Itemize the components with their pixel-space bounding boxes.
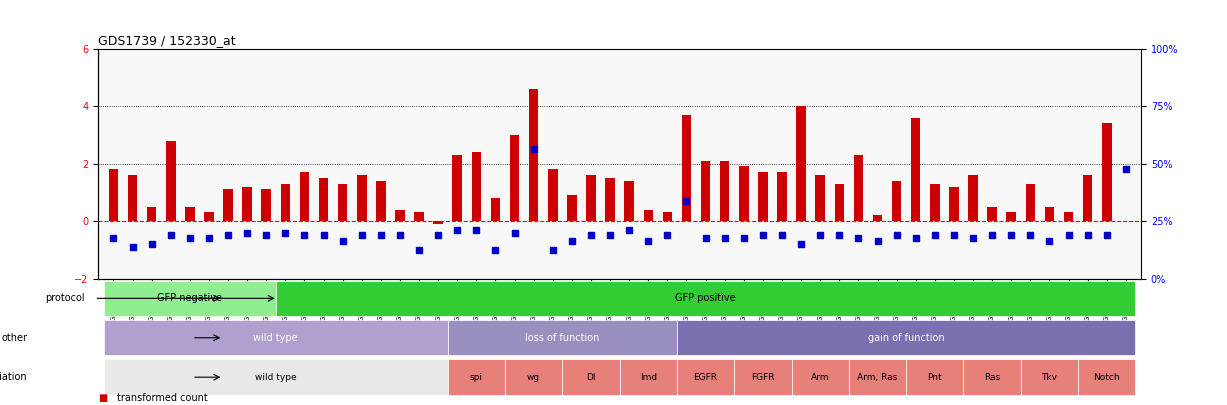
Text: Notch: Notch xyxy=(1093,373,1120,382)
Bar xyxy=(509,135,519,221)
Bar xyxy=(415,213,423,221)
FancyBboxPatch shape xyxy=(448,360,506,395)
Bar xyxy=(834,184,844,221)
Bar xyxy=(988,207,996,221)
Bar xyxy=(299,172,309,221)
Text: Pnt: Pnt xyxy=(928,373,942,382)
FancyBboxPatch shape xyxy=(104,320,448,356)
Bar xyxy=(643,210,653,221)
Bar xyxy=(968,175,978,221)
Bar xyxy=(854,155,863,221)
Bar xyxy=(243,187,252,221)
Bar xyxy=(491,198,501,221)
FancyBboxPatch shape xyxy=(506,360,562,395)
Text: Ras: Ras xyxy=(984,373,1000,382)
Bar xyxy=(185,207,195,221)
Bar xyxy=(319,178,329,221)
FancyBboxPatch shape xyxy=(791,360,849,395)
Text: wg: wg xyxy=(528,373,540,382)
Bar xyxy=(872,215,882,221)
Text: spi: spi xyxy=(470,373,483,382)
Bar xyxy=(471,152,481,221)
Text: protocol: protocol xyxy=(45,293,85,303)
FancyBboxPatch shape xyxy=(104,360,448,395)
Bar xyxy=(739,166,748,221)
Bar xyxy=(625,181,634,221)
Text: transformed count: transformed count xyxy=(117,393,207,403)
Bar xyxy=(147,207,156,221)
Bar xyxy=(1044,207,1054,221)
Text: Arm, Ras: Arm, Ras xyxy=(858,373,898,382)
FancyBboxPatch shape xyxy=(620,360,677,395)
Text: EGFR: EGFR xyxy=(693,373,718,382)
Bar xyxy=(128,175,137,221)
Text: Arm: Arm xyxy=(811,373,829,382)
Text: other: other xyxy=(1,333,27,343)
Bar xyxy=(337,184,347,221)
Text: GFP positive: GFP positive xyxy=(675,293,736,303)
Bar xyxy=(758,172,768,221)
Bar xyxy=(910,117,920,221)
Bar xyxy=(701,161,710,221)
FancyBboxPatch shape xyxy=(734,360,791,395)
FancyBboxPatch shape xyxy=(849,360,907,395)
Bar xyxy=(1006,213,1016,221)
Bar xyxy=(567,195,577,221)
Bar xyxy=(204,213,213,221)
FancyBboxPatch shape xyxy=(963,360,1021,395)
FancyBboxPatch shape xyxy=(562,360,620,395)
Text: FGFR: FGFR xyxy=(751,373,774,382)
Text: gain of function: gain of function xyxy=(867,333,945,343)
FancyBboxPatch shape xyxy=(907,360,963,395)
FancyBboxPatch shape xyxy=(677,320,1135,356)
Text: wild type: wild type xyxy=(255,373,297,382)
Bar xyxy=(261,190,271,221)
FancyBboxPatch shape xyxy=(448,320,677,356)
Bar xyxy=(1102,124,1112,221)
Bar xyxy=(663,213,672,221)
Bar xyxy=(433,221,443,224)
Text: ■: ■ xyxy=(98,393,108,403)
FancyBboxPatch shape xyxy=(1079,360,1135,395)
Bar xyxy=(166,141,175,221)
FancyBboxPatch shape xyxy=(276,281,1135,316)
Text: genotype/variation: genotype/variation xyxy=(0,372,27,382)
Bar xyxy=(720,161,730,221)
Text: Tkv: Tkv xyxy=(1042,373,1058,382)
Bar xyxy=(357,175,367,221)
Bar xyxy=(930,184,940,221)
Text: GDS1739 / 152330_at: GDS1739 / 152330_at xyxy=(98,34,236,47)
Bar xyxy=(109,169,118,221)
Bar xyxy=(587,175,596,221)
FancyBboxPatch shape xyxy=(1021,360,1079,395)
Bar xyxy=(796,106,806,221)
Bar xyxy=(377,181,385,221)
Bar xyxy=(950,187,958,221)
Bar xyxy=(1083,175,1092,221)
Text: Imd: Imd xyxy=(639,373,656,382)
Bar xyxy=(529,89,539,221)
FancyBboxPatch shape xyxy=(104,281,276,316)
Bar xyxy=(453,155,463,221)
Text: GFP negative: GFP negative xyxy=(157,293,222,303)
Bar xyxy=(395,210,405,221)
Text: Dl: Dl xyxy=(587,373,596,382)
Bar xyxy=(816,175,825,221)
Bar xyxy=(605,178,615,221)
Bar xyxy=(682,115,691,221)
FancyBboxPatch shape xyxy=(677,360,734,395)
Bar xyxy=(548,169,557,221)
Bar xyxy=(1026,184,1036,221)
Bar xyxy=(777,172,787,221)
Bar xyxy=(223,190,233,221)
Text: loss of function: loss of function xyxy=(525,333,600,343)
Bar xyxy=(1064,213,1074,221)
Bar xyxy=(281,184,290,221)
Text: wild type: wild type xyxy=(254,333,298,343)
Bar xyxy=(892,181,902,221)
